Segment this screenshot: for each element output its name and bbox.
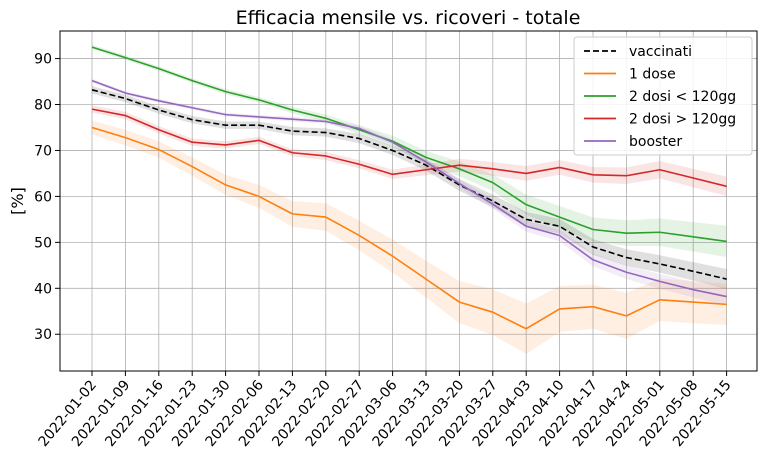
y-tick-label: 60 — [34, 189, 52, 205]
series-line-booster — [91, 79, 727, 298]
y-tick-label: 80 — [34, 98, 52, 114]
y-tick-label: 50 — [34, 235, 52, 251]
chart-title: Efficacia mensile vs. ricoveri - totale — [236, 7, 581, 29]
y-tick-label: 90 — [34, 52, 52, 68]
y-tick-label: 30 — [34, 327, 52, 343]
y-tick-label: 70 — [34, 143, 52, 159]
legend-label: 2 dosi < 120gg — [629, 89, 736, 105]
series-lines — [91, 46, 727, 330]
y-axis-ticks: 30 40 50 60 70 80 90 — [34, 52, 60, 343]
y-tick-label: 40 — [34, 281, 52, 297]
legend-label: 1 dose — [629, 67, 676, 83]
y-axis-label: [%] — [8, 187, 27, 215]
band-vaccinati — [92, 86, 727, 290]
series-line-vaccinati — [91, 89, 727, 280]
series-line-1-dose — [91, 126, 727, 330]
plot-area-frame — [59, 30, 758, 372]
x-axis-ticks: 2022-01-022022-01-092022-01-162022-01-23… — [36, 371, 735, 450]
legend-label: vaccinati — [629, 44, 692, 60]
legend-label: 2 dosi > 120gg — [629, 112, 736, 128]
legend-box — [573, 36, 753, 156]
band-1-dose — [92, 120, 727, 354]
legend: vaccinati 1 dose 2 dosi < 120gg 2 dosi > 12… — [573, 36, 753, 156]
series-line-2-dosi-120gg — [91, 108, 727, 188]
series-line-2-dosi-120gg — [91, 46, 727, 243]
band-2-dosi-120gg — [92, 105, 727, 196]
legend-label: booster — [629, 134, 682, 150]
